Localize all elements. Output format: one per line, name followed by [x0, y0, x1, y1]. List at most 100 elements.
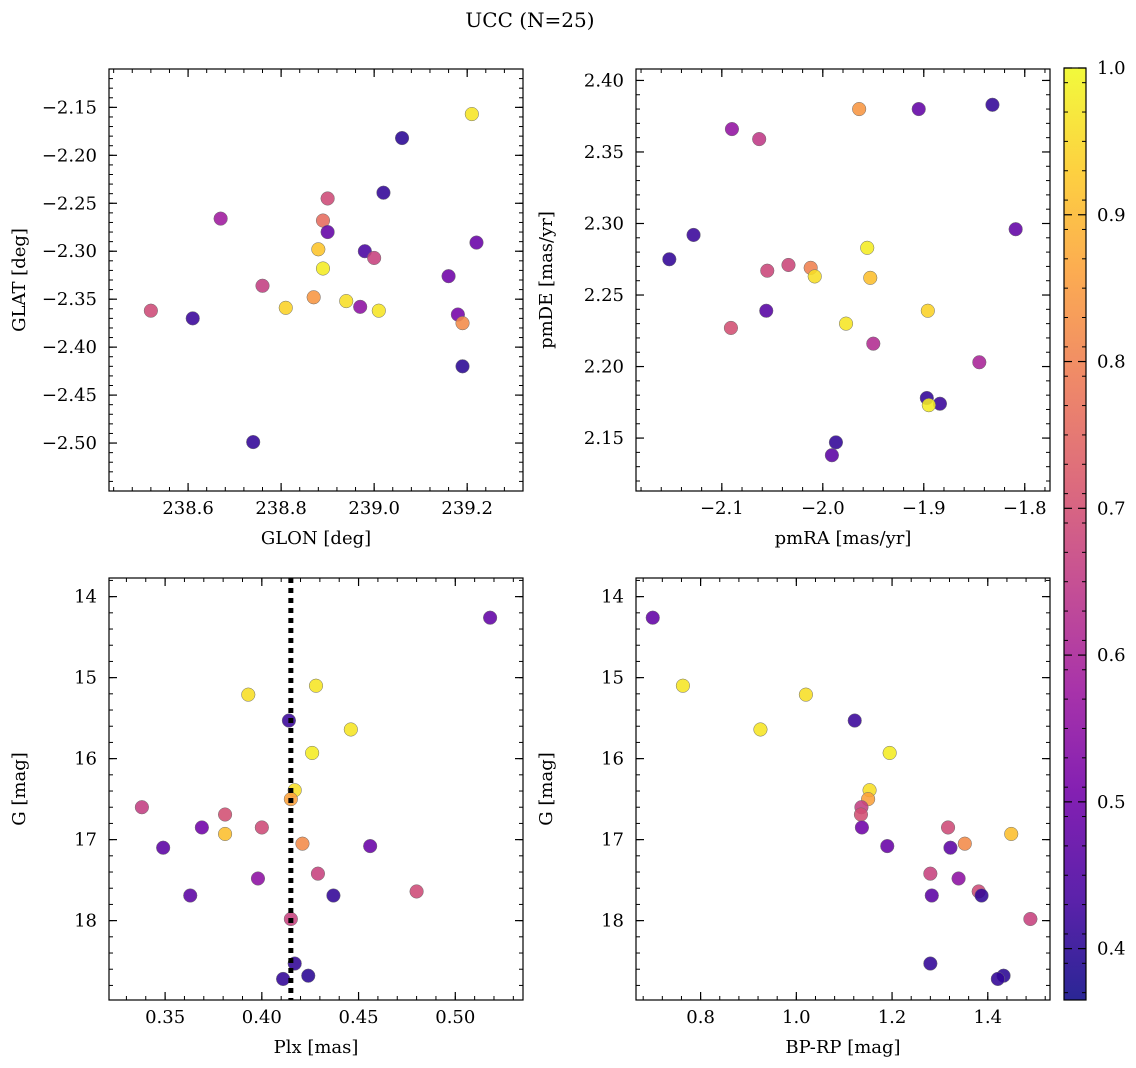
scatter-point: [923, 866, 938, 881]
y-tick-label: 2.35: [584, 142, 624, 163]
y-tick-label: 15: [601, 668, 624, 689]
scatter-point: [469, 235, 484, 250]
scatter-point: [723, 320, 738, 335]
scatter-point: [183, 888, 198, 903]
scatter-point: [985, 97, 1000, 112]
scatter-point: [662, 252, 677, 267]
y-tick-label: −2.15: [42, 97, 97, 118]
scatter-point: [852, 102, 867, 117]
scatter-point: [866, 336, 881, 351]
scatter-point: [920, 303, 935, 318]
y-axis-label: G [mag]: [536, 752, 557, 825]
x-tick-label: 1.4: [973, 1007, 1002, 1028]
y-tick-label: 14: [601, 587, 624, 608]
scatter-point: [276, 971, 291, 986]
axes-frame: [635, 577, 1051, 1001]
scatter-point: [974, 888, 989, 903]
scatter-point: [308, 678, 324, 693]
scatter-point: [134, 800, 149, 815]
scatter-point: [367, 250, 382, 265]
colorbar-tick-label: 0.7: [1097, 498, 1126, 519]
scatter-point: [295, 836, 310, 851]
y-tick-label: 16: [74, 749, 97, 770]
scatter-point: [828, 435, 843, 450]
scatter-point: [254, 820, 269, 835]
scatter-point: [911, 102, 926, 117]
x-tick-label: 0.45: [339, 1007, 379, 1028]
x-tick-label: 1.2: [878, 1007, 907, 1028]
y-tick-label: −2.50: [42, 433, 97, 454]
scatter-point: [798, 687, 813, 702]
scatter-point: [409, 884, 424, 899]
plot-area: [143, 107, 484, 450]
scatter-point: [278, 300, 293, 315]
plot-area: [662, 97, 1023, 463]
scatter-point: [880, 839, 895, 854]
scatter-point: [343, 722, 358, 737]
scatter-point: [1004, 826, 1019, 842]
colorbar-tick-label: 1.0: [1097, 58, 1126, 79]
y-tick-label: −2.40: [42, 337, 97, 358]
scatter-point: [363, 839, 378, 854]
scatter-point: [645, 610, 660, 625]
y-tick-label: 15: [74, 668, 97, 689]
minor-ticks: [636, 69, 1050, 491]
scatter-point: [246, 435, 261, 450]
scatter-point: [807, 269, 822, 284]
scatter-point: [143, 303, 158, 318]
colorbar-tick-label: 0.9: [1097, 205, 1126, 226]
plot-area: [645, 610, 1038, 986]
y-tick-label: −2.45: [42, 385, 97, 406]
scatter-point: [924, 888, 939, 903]
y-tick-label: 18: [601, 911, 624, 932]
y-tick-label: −2.30: [42, 241, 97, 262]
y-tick-label: 14: [74, 587, 97, 608]
scatter-point: [301, 968, 316, 983]
colorbar-frame: [1063, 67, 1087, 1001]
y-tick-label: 17: [74, 830, 97, 851]
axes-frame: [108, 577, 524, 1001]
scatter-point: [455, 359, 470, 374]
scatter-point: [250, 871, 266, 886]
scatter-point: [882, 745, 897, 761]
scatter-point: [675, 678, 690, 693]
x-axis-label: GLON [deg]: [261, 528, 371, 549]
y-tick-label: −2.20: [42, 145, 97, 166]
scatter-point: [951, 871, 966, 886]
scatter-point: [185, 311, 200, 326]
scatter-point: [326, 888, 341, 903]
y-tick-label: 2.20: [584, 357, 624, 378]
scatter-point: [853, 807, 868, 822]
x-axis-label: pmRA [mas/yr]: [775, 528, 912, 549]
axes-frame: [108, 68, 524, 492]
colorbar-fill: [1064, 68, 1086, 1000]
y-tick-label: −2.25: [42, 193, 97, 214]
scatter-point: [990, 971, 1005, 986]
colorbar-tick-label: 0.4: [1097, 939, 1126, 960]
scatter-point: [847, 713, 862, 728]
scatter-point: [441, 269, 456, 284]
scatter-point: [353, 299, 368, 314]
y-tick-label: 2.30: [584, 213, 624, 234]
panel-2: −2.1 −2.0 −1.9 −1.8 2.15 2.20 2.25 2.30 2.35 2.40…: [536, 68, 1051, 549]
scatter-point: [752, 132, 767, 147]
scatter-point: [311, 242, 326, 257]
colorbar: 0.4 0.5 0.6 0.7 0.8 0.9 1.0: [1063, 58, 1126, 1001]
scatter-point: [320, 224, 335, 240]
scatter-point: [860, 240, 875, 255]
scatter-point: [760, 263, 775, 278]
scatter-point: [957, 836, 972, 851]
y-tick-label: 17: [601, 830, 624, 851]
panel-1: 238.6 238.8 239.0 239.2 −2.50 −2.45 −2.40 −2.35…: [9, 68, 524, 549]
scatter-point: [1023, 911, 1038, 927]
scatter-point: [310, 866, 325, 881]
scatter-point: [838, 316, 854, 331]
panels: 238.6 238.8 239.0 239.2 −2.50 −2.45 −2.40 −2.35…: [9, 68, 1051, 1058]
x-tick-label: 238.6: [162, 498, 214, 519]
scatter-point: [339, 294, 354, 309]
scatter-point: [156, 840, 171, 855]
colorbar-tick-label: 0.8: [1097, 352, 1126, 373]
scatter-point: [483, 610, 498, 625]
x-tick-label: 0.35: [145, 1007, 185, 1028]
x-tick-label: −2.0: [801, 498, 845, 519]
